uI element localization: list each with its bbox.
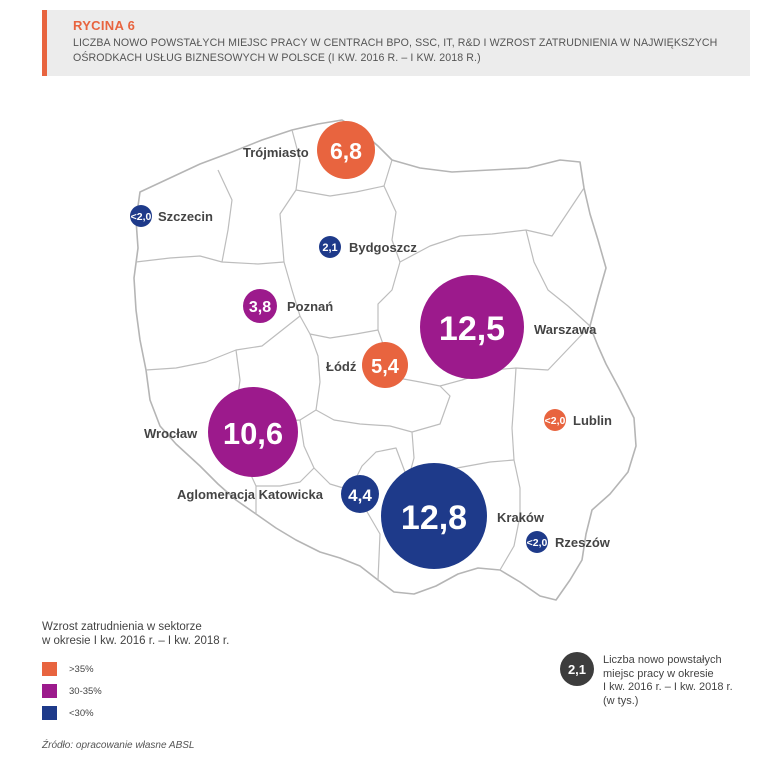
figure-title: LICZBA NOWO POWSTAŁYCH MIEJSC PRACY W CE…: [73, 36, 750, 66]
value-szczecin: <2,0: [131, 211, 152, 223]
bubble-krakow[interactable]: [381, 463, 487, 569]
legend-item-low: <30%: [42, 706, 94, 720]
bubble-lodz[interactable]: [362, 342, 408, 388]
figure-label: RYCINA 6: [73, 18, 136, 33]
legend-label-high: >35%: [69, 663, 94, 675]
label-warszawa: Warszawa: [534, 322, 597, 337]
bubble-warszawa[interactable]: [420, 275, 524, 379]
bubble-values: 6,8 <2,0 2,1 3,8 12,5 5,4 <2,0 10,6 4,4 …: [131, 138, 566, 549]
value-bydgoszcz: 2,1: [322, 242, 337, 254]
value-poznan: 3,8: [249, 299, 271, 316]
bubble-katowice[interactable]: [341, 475, 379, 513]
value-katowice: 4,4: [348, 486, 372, 505]
legend-title: Wzrost zatrudnienia w sektorze w okresie…: [42, 620, 282, 648]
value-wroclaw: 10,6: [223, 416, 283, 451]
bubble-trojmiasto[interactable]: [317, 121, 375, 179]
value-warszawa: 12,5: [439, 310, 505, 348]
value-krakow: 12,8: [401, 499, 467, 537]
legend-title-line-1: Wzrost zatrudnienia w sektorze: [42, 621, 202, 633]
legend-bubble-text-line-2: miejsc pracy w okresie: [603, 667, 714, 680]
city-bubbles: [130, 121, 566, 569]
legend-item-high: >35%: [42, 662, 94, 676]
value-lodz: 5,4: [371, 356, 400, 378]
legend-bubble-text: Liczba nowo powstałych miejsc pracy w ok…: [603, 654, 753, 708]
bubble-poznan[interactable]: [243, 289, 277, 323]
value-rzeszow: <2,0: [527, 537, 548, 549]
figure-header: RYCINA 6 LICZBA NOWO POWSTAŁYCH MIEJSC P…: [42, 10, 750, 76]
legend-item-mid: 30-35%: [42, 684, 102, 698]
label-bydgoszcz: Bydgoszcz: [349, 240, 417, 255]
label-lublin: Lublin: [573, 413, 612, 428]
figure-title-line-1: LICZBA NOWO POWSTAŁYCH MIEJSC PRACY W CE…: [73, 37, 718, 49]
label-wroclaw: Wrocław: [144, 426, 198, 441]
label-trojmiasto: Trójmiasto: [243, 145, 309, 160]
legend-swatch-high: [42, 662, 57, 676]
value-trojmiasto: 6,8: [330, 138, 362, 164]
label-poznan: Poznań: [287, 299, 333, 314]
label-katowice: Aglomeracja Katowicka: [177, 487, 324, 502]
legend-title-line-2: w okresie I kw. 2016 r. – I kw. 2018 r.: [42, 635, 230, 647]
bubble-bydgoszcz[interactable]: [319, 236, 341, 258]
legend-swatch-low: [42, 706, 57, 720]
figure-title-line-2: OŚRODKACH USŁUG BIZNESOWYCH W POLSCE (I …: [73, 52, 481, 64]
value-lublin: <2,0: [545, 415, 566, 427]
legend-bubble-text-line-1: Liczba nowo powstałych: [603, 654, 722, 666]
legend-bubble-example: 2,1: [560, 652, 594, 686]
bubble-lublin[interactable]: [544, 409, 566, 431]
label-lodz: Łódź: [326, 359, 357, 374]
label-rzeszow: Rzeszów: [555, 535, 611, 550]
bubble-szczecin[interactable]: [130, 205, 152, 227]
legend-label-low: <30%: [69, 707, 94, 719]
bubble-wroclaw[interactable]: [208, 387, 298, 477]
legend-bubble-text-line-4: (w tys.): [603, 694, 639, 707]
legend-swatch-mid: [42, 684, 57, 698]
source-note: Źródło: opracowanie własne ABSL: [42, 740, 195, 751]
city-names: Trójmiasto Szczecin Bydgoszcz Poznań War…: [144, 145, 612, 550]
label-szczecin: Szczecin: [158, 209, 213, 224]
bubble-rzeszow[interactable]: [526, 531, 548, 553]
legend-label-mid: 30-35%: [69, 685, 102, 697]
legend-bubble-text-line-3: I kw. 2016 r. – I kw. 2018 r.: [603, 681, 733, 693]
label-krakow: Kraków: [497, 510, 545, 525]
